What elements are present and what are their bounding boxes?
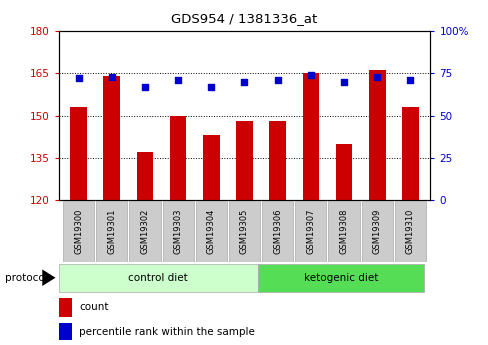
Bar — [70, 107, 87, 200]
Text: GSM19305: GSM19305 — [240, 208, 248, 254]
Text: GSM19308: GSM19308 — [339, 208, 348, 254]
FancyBboxPatch shape — [361, 201, 392, 262]
Bar — [103, 76, 120, 200]
Text: GSM19300: GSM19300 — [74, 208, 83, 254]
Point — [174, 77, 182, 83]
Point — [141, 84, 148, 90]
Text: GSM19302: GSM19302 — [140, 208, 149, 254]
FancyBboxPatch shape — [96, 201, 127, 262]
Point — [240, 79, 248, 85]
Bar — [136, 152, 153, 200]
Point — [273, 77, 281, 83]
Bar — [302, 73, 319, 200]
Bar — [203, 135, 219, 200]
Text: GDS954 / 1381336_at: GDS954 / 1381336_at — [171, 12, 317, 25]
Bar — [368, 70, 385, 200]
FancyBboxPatch shape — [228, 201, 260, 262]
FancyBboxPatch shape — [129, 201, 160, 262]
Bar — [59, 298, 72, 317]
Text: control diet: control diet — [128, 273, 188, 283]
Text: ketogenic diet: ketogenic diet — [303, 273, 377, 283]
Text: count: count — [79, 302, 108, 312]
Text: GSM19309: GSM19309 — [372, 208, 381, 254]
Bar — [401, 107, 418, 200]
FancyBboxPatch shape — [162, 201, 193, 262]
FancyBboxPatch shape — [295, 201, 326, 262]
FancyBboxPatch shape — [63, 201, 94, 262]
Point — [75, 76, 82, 81]
Text: GSM19310: GSM19310 — [405, 208, 414, 254]
Point — [406, 77, 413, 83]
FancyBboxPatch shape — [59, 264, 257, 292]
Text: GSM19307: GSM19307 — [306, 208, 315, 254]
Text: GSM19303: GSM19303 — [173, 208, 182, 254]
FancyBboxPatch shape — [257, 264, 423, 292]
Text: protocol: protocol — [5, 273, 47, 283]
FancyBboxPatch shape — [262, 201, 293, 262]
FancyBboxPatch shape — [394, 201, 425, 262]
Bar — [169, 116, 186, 200]
Bar — [236, 121, 252, 200]
Bar — [269, 121, 285, 200]
Point — [108, 74, 116, 79]
Polygon shape — [42, 269, 56, 286]
Text: GSM19301: GSM19301 — [107, 208, 116, 254]
Bar — [335, 144, 352, 200]
Point — [372, 74, 380, 79]
Point — [340, 79, 347, 85]
Text: GSM19304: GSM19304 — [206, 208, 215, 254]
Point — [207, 84, 215, 90]
FancyBboxPatch shape — [195, 201, 226, 262]
Text: GSM19306: GSM19306 — [273, 208, 282, 254]
Point — [306, 72, 314, 78]
Text: percentile rank within the sample: percentile rank within the sample — [79, 327, 254, 336]
FancyBboxPatch shape — [328, 201, 359, 262]
Bar — [59, 323, 72, 340]
